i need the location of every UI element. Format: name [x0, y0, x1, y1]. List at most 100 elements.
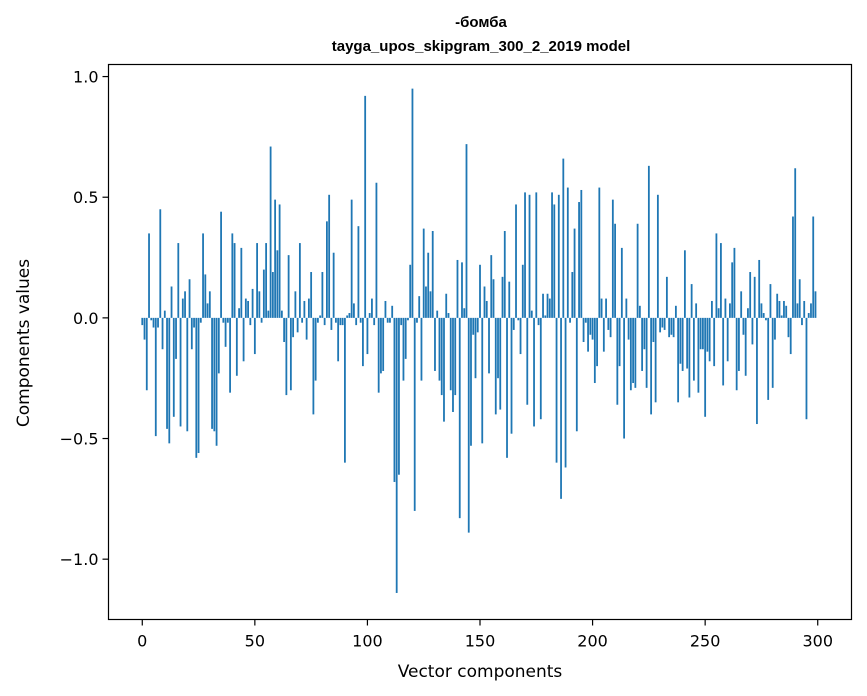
- bar: [348, 313, 351, 318]
- bar: [494, 317, 497, 415]
- bar: [641, 317, 644, 371]
- bar: [431, 231, 434, 318]
- x-axis-ticks: 0 50 100 150 200 250 300: [137, 619, 833, 651]
- bar: [195, 317, 198, 458]
- y-tick-label: 0.0: [73, 309, 98, 328]
- bar: [564, 317, 567, 468]
- bar: [647, 165, 650, 318]
- bar: [508, 281, 511, 318]
- bar: [708, 317, 711, 362]
- bar: [240, 247, 243, 318]
- bar: [656, 194, 659, 318]
- bar: [148, 233, 150, 318]
- bar: [222, 317, 225, 323]
- bar: [425, 286, 427, 318]
- bar: [812, 216, 815, 318]
- bar: [303, 300, 306, 318]
- bar: [226, 317, 229, 323]
- bar: [814, 291, 817, 318]
- bar: [702, 317, 704, 350]
- bar: [364, 95, 367, 318]
- bar: [454, 317, 457, 396]
- bar: [798, 279, 801, 318]
- bar: [517, 317, 520, 321]
- bar: [672, 317, 675, 338]
- bar: [665, 276, 668, 318]
- bar: [699, 317, 702, 350]
- bar: [145, 317, 148, 391]
- bar: [422, 228, 425, 318]
- bar: [233, 243, 236, 318]
- bar: [711, 300, 713, 318]
- bar: [386, 317, 389, 323]
- bar: [161, 317, 164, 350]
- bar: [582, 317, 585, 342]
- bar: [679, 317, 682, 364]
- bar: [280, 310, 283, 318]
- bar: [506, 317, 508, 458]
- bar: [663, 317, 666, 330]
- bar: [190, 317, 193, 350]
- bar: [373, 317, 376, 326]
- bar: [206, 303, 209, 318]
- bar: [470, 317, 472, 446]
- y-tick-label: −0.5: [60, 430, 99, 449]
- bar: [208, 291, 211, 318]
- bar: [362, 317, 364, 367]
- bar: [778, 300, 781, 318]
- bar: [542, 293, 544, 318]
- bar: [593, 317, 596, 384]
- bar: [713, 317, 716, 367]
- bar: [440, 317, 443, 396]
- bar: [690, 284, 693, 318]
- bar: [578, 202, 580, 318]
- bar: [530, 310, 533, 318]
- bar: [692, 317, 695, 381]
- bar: [706, 317, 709, 352]
- bar: [512, 317, 515, 330]
- bar: [398, 317, 400, 475]
- bar: [199, 317, 202, 323]
- bar: [616, 317, 619, 405]
- bar: [526, 317, 529, 405]
- bar: [479, 264, 481, 318]
- bar: [654, 317, 657, 403]
- bar: [141, 317, 144, 326]
- bar: [499, 317, 502, 410]
- bar: [539, 317, 542, 420]
- bar: [598, 187, 601, 318]
- bar: [767, 317, 770, 400]
- bar: [722, 317, 725, 386]
- x-tick-label: 250: [690, 632, 721, 651]
- bar: [258, 291, 261, 318]
- bar: [467, 317, 470, 533]
- bar: [492, 279, 495, 318]
- bar: [166, 317, 168, 429]
- bar: [589, 317, 592, 335]
- bar: [587, 317, 589, 352]
- y-tick-label: 1.0: [73, 68, 98, 87]
- bar: [521, 264, 524, 318]
- bar: [251, 288, 254, 318]
- bar: [150, 317, 153, 321]
- bar: [548, 298, 551, 318]
- x-tick-label: 200: [577, 632, 608, 651]
- bar: [283, 317, 286, 342]
- bar: [224, 317, 227, 347]
- bar: [249, 317, 252, 326]
- bar: [783, 300, 785, 318]
- bar: [575, 317, 578, 432]
- x-tick-label: 300: [802, 632, 833, 651]
- bar: [353, 303, 355, 318]
- bar: [420, 317, 423, 381]
- bar: [611, 199, 614, 318]
- bar: [807, 313, 810, 318]
- bar: [794, 168, 797, 318]
- bar: [371, 298, 373, 318]
- bar: [346, 315, 349, 318]
- bar: [366, 317, 369, 355]
- bar: [686, 317, 689, 369]
- bar: [413, 317, 416, 511]
- bar: [749, 272, 752, 318]
- bar: [609, 317, 612, 338]
